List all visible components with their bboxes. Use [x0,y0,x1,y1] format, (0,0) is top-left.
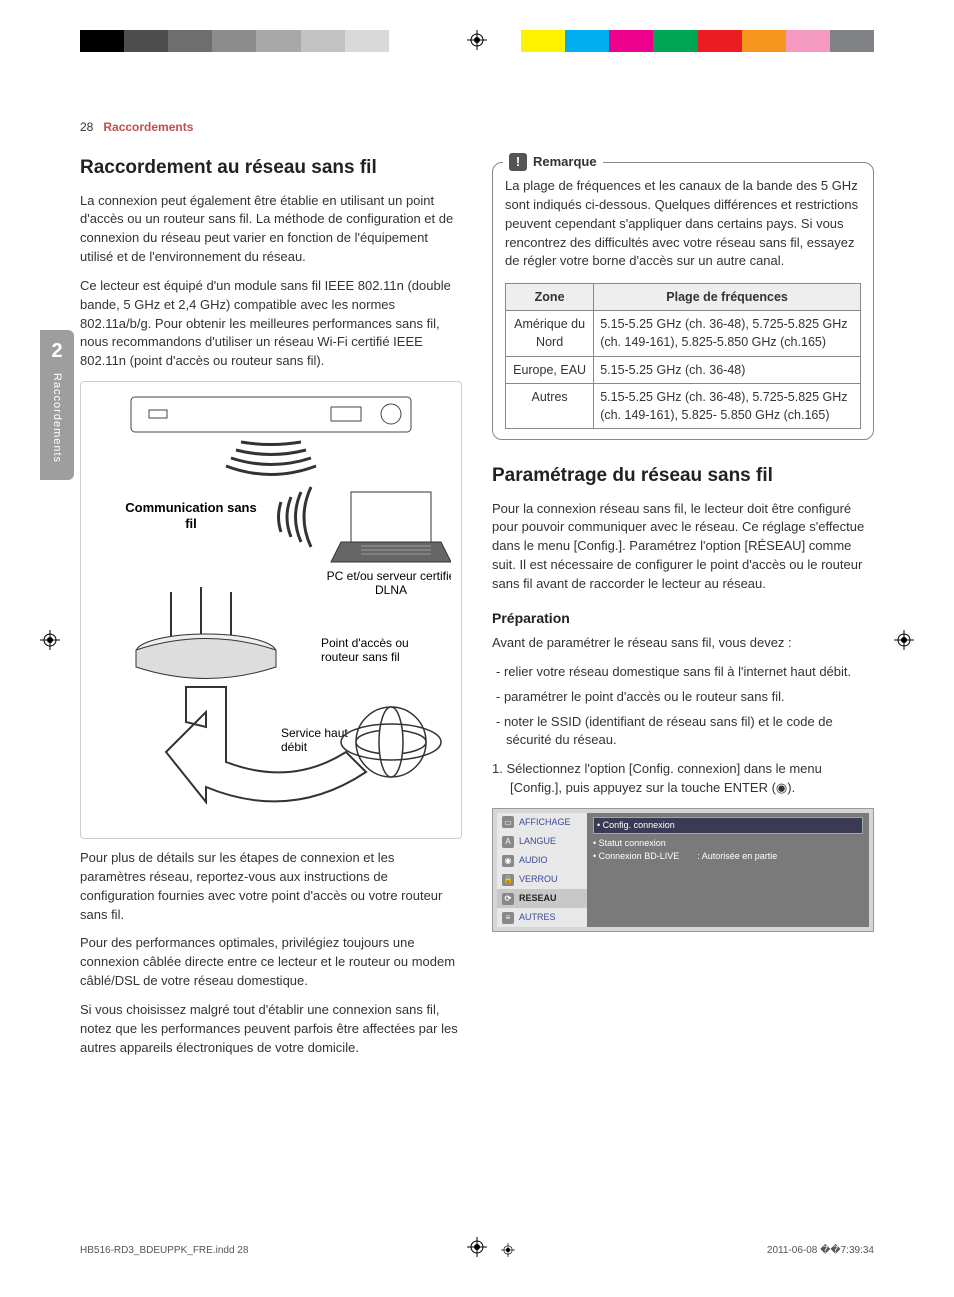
settings-panel-row: Statut connexion [593,837,863,850]
table-cell: Amérique du Nord [506,311,594,356]
note-box: ! Remarque La plage de fréquences et les… [492,162,874,440]
page-footer: HB516-RD3_BDEUPPK_FRE.indd 28 2011-06-08… [80,1243,874,1257]
list-item: relier votre réseau domestique sans fil … [492,663,874,682]
table-header: Plage de fréquences [594,284,861,311]
paragraph: Ce lecteur est équipé d'un module sans f… [80,277,462,371]
settings-panel-row: Connexion BD-LIVE: Autorisée en partie [593,850,863,863]
paragraph: Si vous choisissez malgré tout d'établir… [80,1001,462,1058]
settings-menu-label: AUDIO [519,854,548,867]
settings-menu-item: A LANGUE [497,832,587,851]
page-header: 28 Raccordements [80,120,874,134]
steps-list: 1. Sélectionnez l'option [Config. connex… [492,760,874,798]
heading-preparation: Préparation [492,608,874,628]
breadcrumb: Raccordements [103,120,193,134]
menu-icon: 🔒 [502,874,514,886]
settings-menu-item: ⟳ RESEAU [497,889,587,908]
paragraph: Pour plus de détails sur les étapes de c… [80,849,462,924]
network-diagram: Communication sansfil PC et/ou serveur c… [80,381,462,839]
heading-wireless-setup: Paramétrage du réseau sans fil [492,462,874,490]
settings-menu: ▭ AFFICHAGE A LANGUE ◉ AUDIO 🔒 VERROU ⟳ RESEAU ≡ AU… [497,813,587,927]
paragraph: Pour la connexion réseau sans fil, le le… [492,500,874,594]
left-column: Raccordement au réseau sans fil La conne… [80,154,462,1067]
menu-icon: ⟳ [502,893,514,905]
table-cell: 5.15-5.25 GHz (ch. 36-48), 5.725-5.825 G… [594,383,861,428]
table-cell: 5.15-5.25 GHz (ch. 36-48) [594,356,861,383]
paragraph: Avant de paramétrer le réseau sans fil, … [492,634,874,653]
page-number: 28 [80,120,93,134]
menu-icon: ≡ [502,912,514,924]
table-cell: Europe, EAU [506,356,594,383]
settings-menu-item: ≡ AUTRES [497,908,587,927]
page: 28 Raccordements 2 Raccordements Raccord… [0,0,954,1297]
settings-menu-label: VERROU [519,873,558,886]
settings-menu-label: AUTRES [519,911,556,924]
registration-mark-icon [467,30,487,50]
table-header: Zone [506,284,594,311]
settings-menu-label: LANGUE [519,835,556,848]
list-item: noter le SSID (identifiant de réseau san… [492,713,874,751]
settings-panel: • Config. connexion Statut connexionConn… [587,813,869,927]
footer-timestamp: 2011-06-08 ��7:39:34 [767,1245,874,1256]
paragraph: La connexion peut également être établie… [80,192,462,267]
heading-wireless-connection: Raccordement au réseau sans fil [80,154,462,182]
menu-icon: ▭ [502,816,514,828]
settings-screenshot: ▭ AFFICHAGE A LANGUE ◉ AUDIO 🔒 VERROU ⟳ RESEAU ≡ AU… [492,808,874,932]
diagram-label-pc: PC et/ou serveur certifiéDLNA [327,569,451,597]
frequency-table: Zone Plage de fréquences Amérique du Nor… [505,283,861,429]
settings-highlight: • Config. connexion [593,817,863,834]
step-item: 1. Sélectionnez l'option [Config. connex… [492,760,874,798]
menu-icon: ◉ [502,855,514,867]
diagram-label-ap: Point d'accès ourouteur sans fil [321,636,409,664]
settings-menu-item: 🔒 VERROU [497,870,587,889]
paragraph: Pour des performances optimales, privilé… [80,934,462,991]
chapter-side-tab: 2 Raccordements [40,330,74,480]
registration-mark-icon [501,1243,515,1257]
chapter-number: 2 [51,340,62,363]
list-item: paramétrer le point d'accès ou le routeu… [492,688,874,707]
preparation-list: relier votre réseau domestique sans fil … [492,663,874,750]
diagram-label-communication: Communication sansfil [125,500,256,531]
settings-menu-label: AFFICHAGE [519,816,571,829]
menu-icon: A [502,836,514,848]
note-title: ! Remarque [503,153,603,172]
note-title-text: Remarque [533,153,597,172]
settings-menu-item: ▭ AFFICHAGE [497,813,587,832]
settings-menu-label: RESEAU [519,892,557,905]
registration-mark-icon [40,630,60,650]
info-icon: ! [509,153,527,171]
chapter-label: Raccordements [51,373,63,463]
right-column: ! Remarque La plage de fréquences et les… [492,154,874,1067]
registration-mark-icon [894,630,914,650]
table-cell: Autres [506,383,594,428]
note-body: La plage de fréquences et les canaux de … [505,177,861,271]
footer-filename: HB516-RD3_BDEUPPK_FRE.indd 28 [80,1245,248,1256]
diagram-label-service: Service hautdébit [281,726,348,754]
settings-menu-item: ◉ AUDIO [497,851,587,870]
table-cell: 5.15-5.25 GHz (ch. 36-48), 5.725-5.825 G… [594,311,861,356]
